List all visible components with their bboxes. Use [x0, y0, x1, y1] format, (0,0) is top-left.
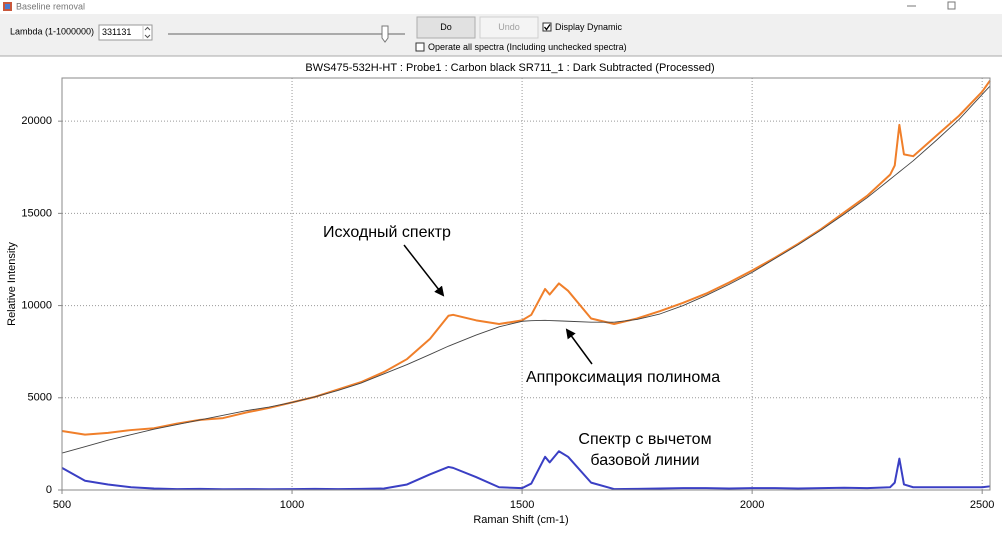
annotation-arrow	[403, 244, 445, 297]
annotation: базовой линии	[590, 452, 699, 469]
series-line	[61, 85, 991, 454]
plot-area	[61, 78, 991, 491]
x-tick-label: 2500	[970, 499, 994, 511]
plot-frame	[61, 77, 991, 491]
restore-button[interactable]	[947, 1, 956, 10]
lambda-label: Lambda (1-1000000)	[10, 26, 94, 36]
annotation: Аппроксимация полинома	[526, 369, 720, 386]
operate-all-checkbox[interactable]	[415, 42, 425, 52]
operate-all-label[interactable]: Operate all spectra (Including unchecked…	[428, 42, 627, 52]
y-tick-label: 20000	[21, 115, 52, 127]
series-line	[61, 80, 991, 436]
do-button-label[interactable]: Do	[440, 22, 452, 32]
y-tick-label: 0	[46, 484, 52, 496]
title-bar	[0, 0, 1002, 14]
annotation-arrow	[565, 328, 593, 365]
app-icon-inner	[5, 4, 10, 9]
slider-thumb[interactable]	[381, 25, 389, 43]
x-tick-label: 1000	[280, 499, 304, 511]
undo-button-label[interactable]: Undo	[498, 22, 520, 32]
chart-title: BWS475-532H-HT : Probe1 : Carbon black S…	[305, 62, 714, 74]
y-tick-label: 5000	[28, 392, 52, 404]
series-line	[61, 450, 991, 491]
y-axis-label: Relative Intensity	[6, 242, 18, 326]
x-tick-label: 500	[53, 499, 71, 511]
window-title: Baseline removal	[16, 1, 85, 11]
lambda-value: 331131	[102, 27, 131, 37]
y-tick-label: 10000	[21, 299, 52, 311]
spinner[interactable]	[144, 26, 151, 39]
x-axis-label: Raman Shift (cm-1)	[473, 514, 568, 526]
x-tick-label: 2000	[740, 499, 764, 511]
check-mark	[543, 24, 551, 31]
display-dynamic-label[interactable]: Display Dynamic	[555, 22, 623, 32]
annotation: Спектр с вычетом	[578, 431, 711, 448]
do-button[interactable]	[416, 16, 476, 39]
undo-button[interactable]	[479, 16, 539, 39]
y-tick-label: 15000	[21, 207, 52, 219]
x-tick-label: 1500	[510, 499, 534, 511]
display-dynamic-checkbox[interactable]	[542, 22, 552, 32]
lambda-input[interactable]	[98, 24, 153, 41]
annotation: Исходный спектр	[323, 224, 451, 241]
